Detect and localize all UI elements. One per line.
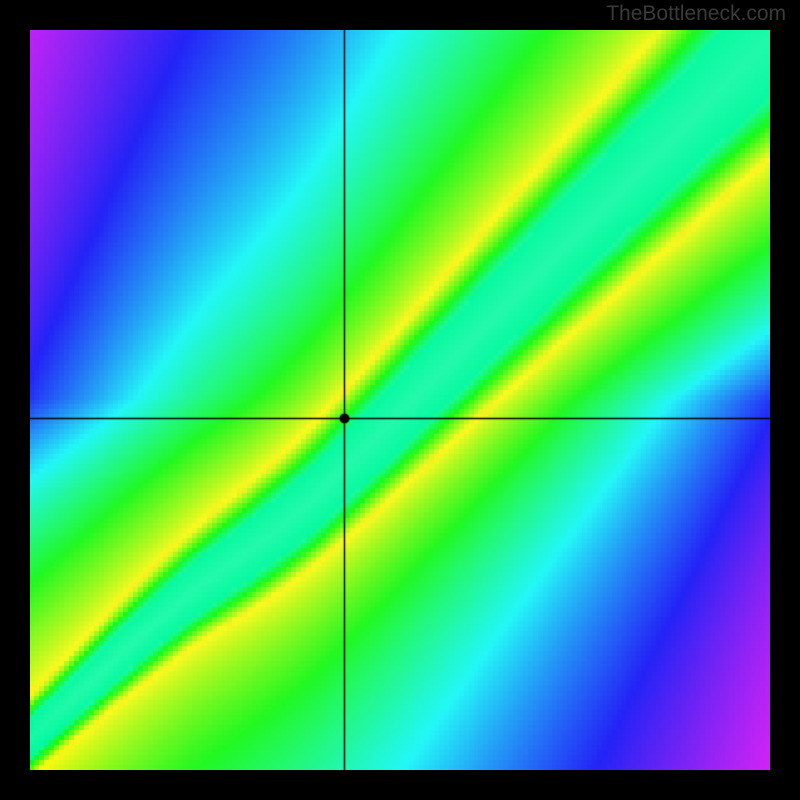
chart-container: TheBottleneck.com	[0, 0, 800, 800]
bottleneck-heatmap	[30, 30, 770, 770]
watermark-label: TheBottleneck.com	[606, 2, 786, 26]
